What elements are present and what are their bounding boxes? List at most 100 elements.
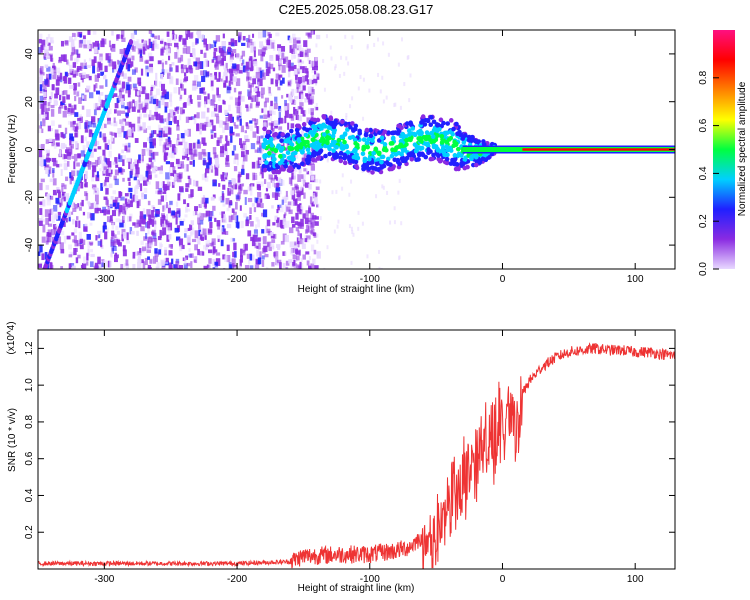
- spectrogram-cell: [128, 121, 132, 128]
- spectrogram-cell: [308, 183, 312, 190]
- spectrogram-cell: [213, 249, 218, 253]
- spectrogram-cell: [165, 214, 169, 219]
- spectrogram-carrier-cell: [436, 156, 441, 162]
- spectrogram-cell: [151, 219, 155, 227]
- spectrogram-cell: [94, 189, 97, 193]
- spectrogram-cell: [171, 150, 175, 159]
- spectrogram-cell: [233, 251, 237, 258]
- spectrogram-cell: [60, 132, 64, 138]
- spectrogram-cell: [205, 246, 208, 251]
- spectrogram-cell: [403, 82, 406, 87]
- spectrogram-carrier-cell: [436, 126, 442, 132]
- spectrogram-cell: [217, 238, 220, 243]
- spectrogram-cell: [65, 147, 70, 154]
- spectrogram-cell: [47, 107, 51, 112]
- spectrogram-cell: [62, 153, 66, 160]
- spectrogram-cell: [235, 133, 240, 137]
- spectrogram-cell: [189, 231, 193, 237]
- spectrogram-cell: [201, 111, 206, 119]
- spectrogram-cell: [142, 208, 146, 214]
- spectrogram-cell: [59, 202, 62, 208]
- spectrogram-carrier-cell: [280, 158, 285, 163]
- spectrogram-cell: [169, 265, 173, 269]
- spectrogram-cell: [55, 142, 60, 147]
- spectrogram-cell: [103, 74, 107, 80]
- spectrogram-cell: [95, 203, 99, 212]
- spectrogram-cell: [293, 243, 298, 251]
- spectrogram-cell: [244, 130, 247, 134]
- spectrogram-cell: [228, 46, 231, 53]
- spectrogram-carrier-cell: [317, 149, 323, 155]
- spectrogram-cell: [255, 198, 259, 204]
- spectrogram-carrier-cell: [369, 165, 375, 170]
- spectrogram-cell: [296, 255, 300, 261]
- spectrogram-cell: [315, 43, 318, 48]
- spectrogram-carrier-cell: [376, 150, 382, 156]
- spectrogram-cell: [292, 140, 295, 145]
- spectrogram-cell: [68, 244, 72, 250]
- spectrogram-cell: [231, 81, 234, 85]
- spectrogram-cell: [295, 198, 298, 205]
- spectrogram-cell: [290, 178, 293, 186]
- spectrogram-cell: [311, 69, 316, 73]
- spectrogram-cell: [242, 140, 247, 146]
- spectrogram-cell: [214, 217, 217, 222]
- spectrogram-cell: [239, 118, 242, 126]
- spectrogram-cell: [297, 174, 302, 182]
- spectrogram-cell: [289, 113, 293, 119]
- spectrogram-cell: [250, 221, 254, 227]
- spectrogram-cell: [263, 121, 267, 130]
- spectrogram-cell: [109, 108, 112, 115]
- spectrogram-cell: [261, 93, 264, 99]
- spectrogram-cell: [149, 149, 153, 157]
- spectrogram-cell: [238, 92, 242, 99]
- spectrogram-cell: [228, 138, 232, 145]
- spectrogram-cell: [260, 203, 264, 209]
- spectrogram-cell: [247, 40, 251, 49]
- spectrogram-cell: [210, 44, 214, 49]
- spectrogram-cell: [80, 150, 85, 157]
- spectrogram-cell: [207, 228, 212, 235]
- spectrogram-cell: [136, 159, 141, 164]
- spectrogram-cell: [113, 109, 117, 114]
- spectrogram-cell: [190, 116, 196, 120]
- spectrogram-cell: [71, 46, 76, 55]
- spectrogram-cell: [201, 173, 206, 181]
- spectrogram-cell: [142, 41, 147, 49]
- spectrogram-cell: [249, 125, 254, 131]
- spectrogram-cell: [315, 216, 319, 220]
- spectrogram-streak-cell: [128, 38, 134, 45]
- spectrogram-cell: [294, 100, 297, 105]
- spectrogram-carrier-cell: [399, 125, 404, 131]
- spectrogram-cell: [125, 112, 130, 117]
- spectrogram-cell: [247, 230, 252, 237]
- spectrogram-cell: [142, 261, 146, 269]
- spectrogram-cell: [121, 37, 126, 43]
- spectrogram-cell: [195, 62, 200, 70]
- spectrogram-cell: [217, 222, 221, 230]
- spectrogram-cell: [298, 166, 302, 174]
- spectrogram-cell: [100, 183, 103, 191]
- spectrogram-cell: [335, 189, 338, 194]
- spectrogram-cell: [155, 210, 160, 215]
- spectrogram-cells: [38, 30, 675, 269]
- spectrogram-cell: [257, 198, 261, 204]
- spectrogram-carrier-cell: [435, 153, 441, 158]
- spectrogram-carrier-cell: [399, 151, 404, 157]
- spectrogram-cell: [74, 49, 79, 55]
- spectrogram-cell: [280, 45, 286, 52]
- spectrogram-cell: [201, 34, 205, 41]
- spectrogram-cell: [154, 251, 159, 257]
- spectrogram-cell: [136, 91, 139, 96]
- spectrogram-cell: [166, 31, 170, 37]
- spectrogram-cell: [316, 34, 321, 40]
- snr-y-tick-label: 0.2: [24, 525, 35, 539]
- spectrogram-cell: [60, 54, 65, 62]
- spectrogram-cell: [93, 109, 97, 116]
- spectrogram-cell: [76, 162, 80, 167]
- spectrogram-cell: [76, 123, 79, 130]
- spectrogram-cell: [98, 92, 104, 96]
- spectrogram-cell: [87, 248, 90, 256]
- spectrogram-cell: [379, 89, 382, 94]
- spectrogram-cell: [57, 211, 62, 216]
